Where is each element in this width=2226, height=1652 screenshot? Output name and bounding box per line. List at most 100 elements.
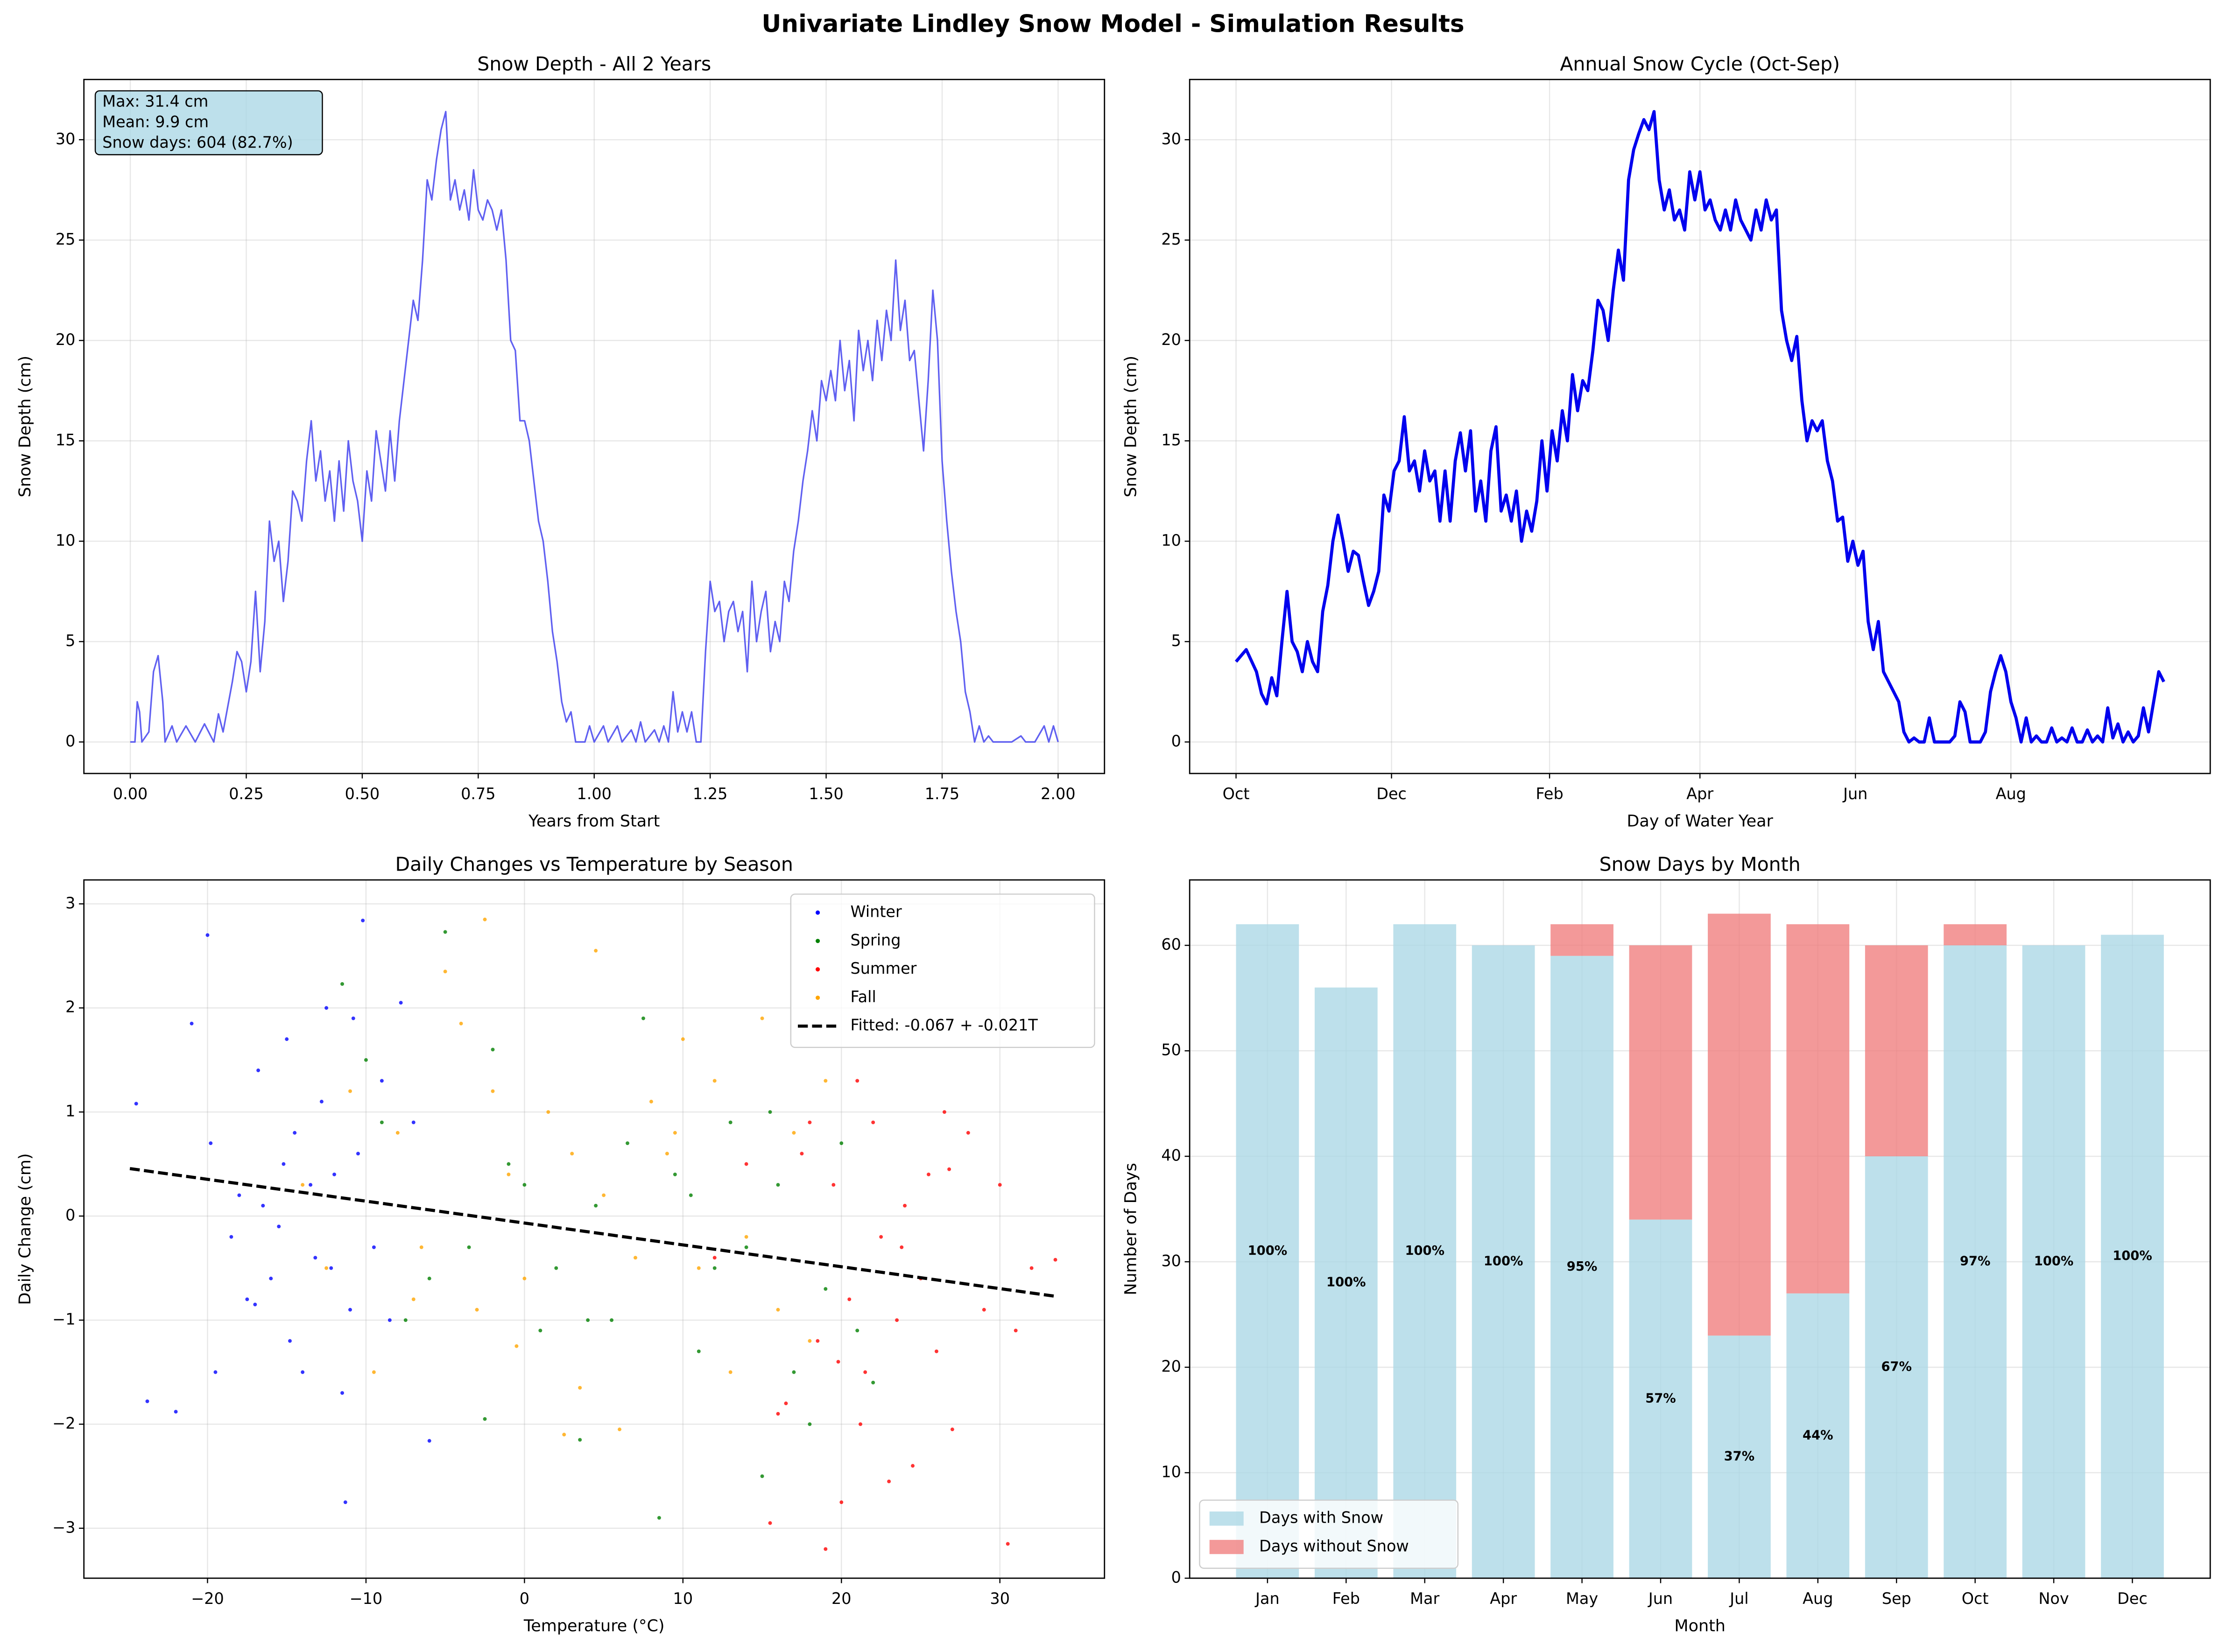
percent-label: 57% bbox=[1645, 1391, 1676, 1406]
bar bbox=[1786, 1293, 1850, 1578]
axes-frame bbox=[83, 78, 1106, 774]
scatter-point bbox=[419, 1245, 423, 1249]
y-tick-label: 20 bbox=[1161, 330, 1181, 349]
scatter-point bbox=[673, 1131, 677, 1135]
scatter-point bbox=[301, 1183, 305, 1187]
scatter-point bbox=[728, 1370, 733, 1374]
scatter-point bbox=[900, 1245, 904, 1249]
scatter-point bbox=[712, 1266, 717, 1270]
scatter-point bbox=[507, 1172, 511, 1176]
axes-title: Annual Snow Cycle (Oct-Sep) bbox=[1560, 53, 1840, 75]
x-tick-label: 2.00 bbox=[1041, 785, 1075, 803]
scatter-point bbox=[190, 1021, 194, 1026]
scatter-point bbox=[467, 1245, 471, 1249]
scatter-point bbox=[427, 1439, 431, 1443]
y-tick-label: 0 bbox=[1171, 1568, 1181, 1586]
bar bbox=[1236, 924, 1299, 1578]
x-tick-label: Aug bbox=[1803, 1589, 1833, 1608]
axes-frame bbox=[1189, 78, 2211, 774]
y-tick-label: 5 bbox=[1171, 632, 1181, 650]
scatter-point bbox=[319, 1099, 324, 1104]
scatter-point bbox=[491, 1089, 495, 1093]
scatter-point bbox=[808, 1339, 812, 1343]
scatter-point bbox=[205, 933, 210, 937]
scatter-point bbox=[887, 1479, 891, 1483]
scatter-point bbox=[768, 1110, 772, 1114]
scatter-point bbox=[443, 930, 447, 934]
scatter-point bbox=[602, 1193, 606, 1197]
scatter-point bbox=[697, 1349, 701, 1353]
x-tick-label: 0.25 bbox=[229, 785, 263, 803]
scatter-point bbox=[800, 1152, 804, 1156]
scatter-point bbox=[871, 1380, 875, 1385]
percent-label: 100% bbox=[2113, 1249, 2152, 1263]
percent-label: 67% bbox=[1881, 1359, 1911, 1374]
scatter-point bbox=[816, 1339, 820, 1343]
scatter-point bbox=[824, 1287, 828, 1291]
x-tick-label: Jun bbox=[1842, 785, 1867, 803]
scatter-point bbox=[950, 1427, 954, 1432]
x-tick-label: Jun bbox=[1648, 1589, 1673, 1608]
scatter-point bbox=[824, 1547, 828, 1551]
y-tick-label: 10 bbox=[1161, 531, 1181, 549]
x-tick-label: 30 bbox=[990, 1589, 1010, 1608]
scatter-point bbox=[903, 1203, 907, 1208]
legend-box bbox=[1199, 1499, 1459, 1569]
scatter-point bbox=[134, 1102, 138, 1106]
legend-swatch bbox=[1209, 1540, 1244, 1554]
scatter-point bbox=[554, 1266, 558, 1270]
legend-label: Winter bbox=[851, 902, 902, 921]
legend-label: Summer bbox=[851, 959, 917, 977]
y-tick-label: 30 bbox=[1161, 1252, 1181, 1270]
legend-label: Spring bbox=[851, 931, 901, 949]
scatter-point bbox=[288, 1339, 292, 1343]
scatter-point bbox=[836, 1360, 840, 1364]
y-tick-label: 40 bbox=[1161, 1146, 1181, 1165]
axes-title: Snow Days by Month bbox=[1599, 853, 1801, 876]
scatter-point bbox=[348, 1308, 352, 1312]
scatter-point bbox=[784, 1401, 788, 1406]
scatter-point bbox=[839, 1500, 844, 1504]
scatter-point bbox=[403, 1318, 408, 1322]
axes-title: Daily Changes vs Temperature by Season bbox=[395, 853, 793, 876]
scatter-point bbox=[863, 1370, 867, 1374]
y-tick-label: 25 bbox=[1161, 230, 1181, 248]
bar bbox=[1629, 945, 1692, 1220]
scatter-point bbox=[261, 1203, 265, 1208]
scatter-point bbox=[356, 1152, 360, 1156]
legend-marker bbox=[816, 995, 820, 1000]
x-tick-label: −10 bbox=[350, 1589, 383, 1608]
y-tick-label: 30 bbox=[56, 130, 76, 148]
y-axis-label: Snow Depth (cm) bbox=[16, 356, 35, 498]
legend-swatch bbox=[1209, 1511, 1244, 1526]
stats-box bbox=[94, 90, 323, 155]
bar bbox=[1393, 924, 1457, 1578]
y-axis-label: Number of Days bbox=[1122, 1163, 1141, 1295]
data-line bbox=[1234, 110, 2165, 744]
x-tick-label: Oct bbox=[1223, 785, 1250, 803]
scatter-point bbox=[855, 1079, 859, 1083]
x-tick-label: Feb bbox=[1536, 785, 1563, 803]
scatter-point bbox=[1053, 1258, 1057, 1262]
scatter-point bbox=[253, 1302, 257, 1307]
scatter-point bbox=[697, 1266, 701, 1270]
x-axis-label: Day of Water Year bbox=[1627, 812, 1774, 830]
scatter-point bbox=[332, 1172, 337, 1176]
bar bbox=[1708, 1336, 1771, 1578]
scatter-point bbox=[681, 1037, 685, 1041]
scatter-point bbox=[760, 1474, 764, 1478]
x-tick-label: 0.50 bbox=[345, 785, 380, 803]
scatter-point bbox=[387, 1318, 392, 1322]
scatter-point bbox=[343, 1500, 347, 1504]
scatter-point bbox=[313, 1256, 317, 1260]
x-tick-label: Feb bbox=[1332, 1589, 1360, 1608]
scatter-point bbox=[578, 1438, 582, 1442]
y-tick-label: 0 bbox=[1171, 732, 1181, 750]
y-tick-label: −1 bbox=[52, 1310, 75, 1329]
percent-label: 100% bbox=[1326, 1275, 1366, 1290]
x-tick-label: 1.75 bbox=[925, 785, 959, 803]
percent-label: 37% bbox=[1724, 1449, 1754, 1464]
scatter-point bbox=[475, 1308, 479, 1312]
scatter-point bbox=[859, 1422, 862, 1426]
scatter-point bbox=[594, 1203, 598, 1208]
